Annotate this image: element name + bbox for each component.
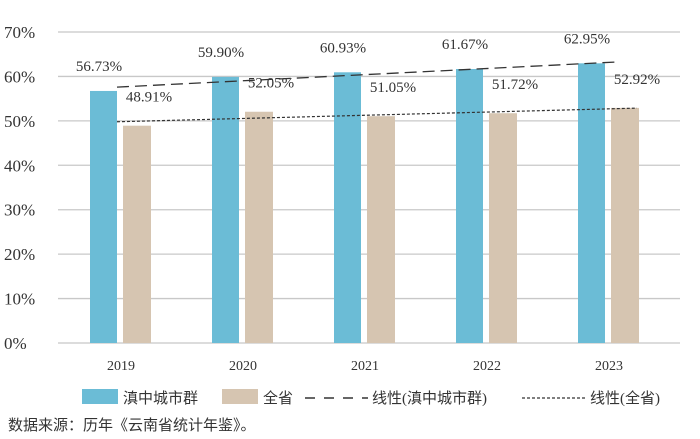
y-tick-label: 20% (4, 245, 35, 264)
data-label: 52.05% (248, 76, 294, 92)
bar-全省 (611, 107, 639, 343)
bar-全省 (245, 111, 273, 343)
legend-label: 线性(全省) (590, 389, 660, 407)
y-tick-label: 50% (4, 112, 35, 131)
trendline-dashed (116, 61, 620, 88)
y-tick-label: 60% (4, 67, 35, 86)
bar-滇中城市群 (334, 72, 361, 343)
x-tick-label: 2020 (229, 359, 257, 374)
bar-滇中城市群 (578, 63, 605, 343)
data-label: 60.93% (320, 40, 366, 56)
data-label: 51.05% (370, 80, 416, 96)
trendline-dotted (116, 107, 638, 123)
legend-swatch (82, 389, 118, 404)
bar-滇中城市群 (456, 69, 483, 343)
legend-label: 全省 (263, 389, 293, 407)
y-tick-label: 10% (4, 290, 35, 309)
data-label: 62.95% (564, 31, 610, 47)
data-label: 48.91% (126, 90, 172, 106)
bar-全省 (123, 125, 151, 343)
legend-label: 线性(滇中城市群) (372, 390, 487, 407)
y-tick-label: 0% (4, 334, 27, 353)
legend-label: 滇中城市群 (123, 390, 198, 407)
bar-chart: 0% 10% 20% 30% 40% 50% 60% 70% 2019 2020 2021 2022 2… (4, 23, 680, 407)
x-tick-label: 2022 (473, 359, 501, 374)
bar-全省 (489, 113, 517, 344)
x-tick-label: 2019 (107, 359, 135, 374)
data-label: 61.67% (442, 37, 488, 53)
data-label: 51.72% (492, 77, 538, 93)
data-label: 59.90% (198, 45, 244, 61)
data-label: 52.92% (614, 72, 660, 88)
x-tick-label: 2021 (351, 359, 379, 374)
y-tick-label: 40% (4, 156, 35, 175)
legend-swatch (222, 389, 258, 404)
y-tick-label: 70% (4, 23, 35, 42)
data-label: 56.73% (76, 59, 122, 75)
bar-滇中城市群 (212, 76, 239, 343)
source-note: 数据来源：历年《云南省统计年鉴》。 (8, 416, 256, 434)
x-tick-label: 2023 (595, 359, 623, 374)
bar-全省 (367, 116, 395, 344)
bar-滇中城市群 (90, 90, 117, 343)
y-tick-label: 30% (4, 201, 35, 220)
